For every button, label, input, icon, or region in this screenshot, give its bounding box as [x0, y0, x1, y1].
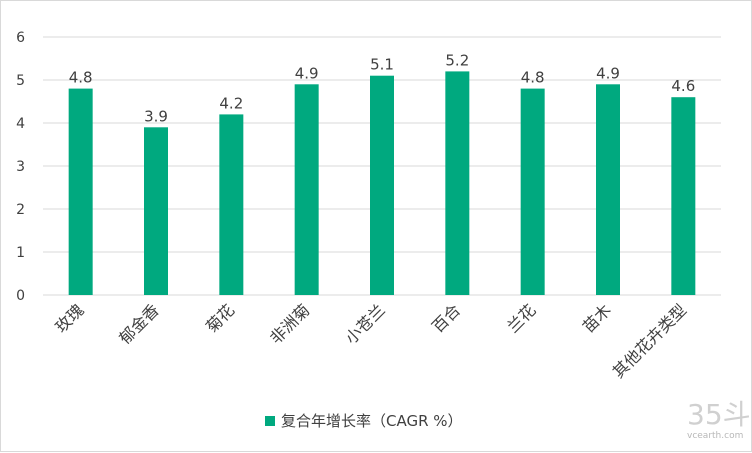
data-label: 4.8 — [69, 69, 93, 87]
bar — [294, 84, 319, 295]
data-label: 3.9 — [144, 107, 168, 125]
x-tick-label: 苗木 — [579, 300, 615, 336]
bar — [144, 127, 168, 295]
x-tick-label: 玫瑰 — [51, 300, 87, 336]
data-label: 4.8 — [521, 69, 545, 87]
bar — [596, 84, 620, 295]
data-label: 4.6 — [671, 77, 695, 95]
y-tick-label: 1 — [16, 245, 25, 261]
data-label: 5.2 — [445, 51, 469, 69]
y-tick-label: 6 — [16, 30, 25, 46]
bar — [68, 88, 93, 295]
x-tick-label: 郁金香 — [115, 300, 162, 347]
bar — [219, 114, 244, 296]
y-tick-label: 2 — [16, 202, 25, 218]
y-tick-label: 5 — [16, 73, 25, 89]
x-tick-label: 百合 — [428, 300, 464, 336]
x-tick-label: 兰花 — [503, 300, 539, 336]
x-tick-label: 菊花 — [202, 300, 238, 336]
y-tick-label: 0 — [16, 288, 25, 304]
data-label: 5.1 — [370, 56, 394, 74]
x-tick-label: 其他花卉类型 — [609, 300, 690, 381]
data-label: 4.9 — [295, 64, 319, 82]
x-tick-label: 小苍兰 — [341, 300, 388, 347]
x-tick-label: 非洲菊 — [266, 300, 313, 347]
legend-label: 复合年增长率（CAGR %） — [281, 412, 463, 430]
y-tick-label: 3 — [16, 159, 25, 175]
legend-swatch — [265, 416, 275, 426]
bar — [445, 71, 470, 296]
data-label: 4.9 — [596, 64, 620, 82]
bar — [520, 88, 545, 295]
watermark-logo: 35斗 — [687, 398, 751, 431]
bar — [370, 75, 394, 295]
watermark-url: vcearth.com — [687, 431, 744, 441]
data-label: 4.2 — [219, 94, 243, 112]
bar — [671, 97, 696, 295]
y-tick-label: 4 — [16, 116, 25, 132]
